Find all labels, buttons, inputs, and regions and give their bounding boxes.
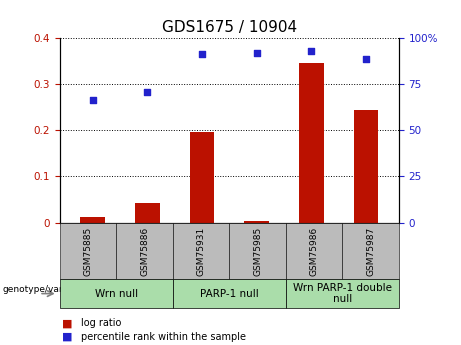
Bar [299,63,324,223]
Title: GDS1675 / 10904: GDS1675 / 10904 [162,20,297,36]
Text: PARP-1 null: PARP-1 null [200,289,259,298]
Bar [190,132,214,223]
Text: GSM75886: GSM75886 [140,226,149,276]
Bar [80,217,105,223]
Text: ■: ■ [62,332,73,342]
Text: GSM75987: GSM75987 [366,226,375,276]
Bar [135,203,160,223]
Point [144,89,151,95]
Text: GSM75885: GSM75885 [83,226,93,276]
Text: percentile rank within the sample: percentile rank within the sample [81,332,246,342]
Bar [354,110,378,223]
Bar [244,221,269,223]
Text: genotype/variation: genotype/variation [2,285,89,294]
Point [253,50,260,56]
Point [362,56,370,61]
Text: log ratio: log ratio [81,318,121,328]
Text: ■: ■ [62,318,73,328]
Text: Wrn null: Wrn null [95,289,138,298]
Point [89,98,96,103]
Point [198,51,206,56]
Text: GSM75931: GSM75931 [196,226,206,276]
Text: GSM75985: GSM75985 [253,226,262,276]
Text: GSM75986: GSM75986 [309,226,319,276]
Point [307,48,315,53]
Text: Wrn PARP-1 double
null: Wrn PARP-1 double null [293,283,392,304]
